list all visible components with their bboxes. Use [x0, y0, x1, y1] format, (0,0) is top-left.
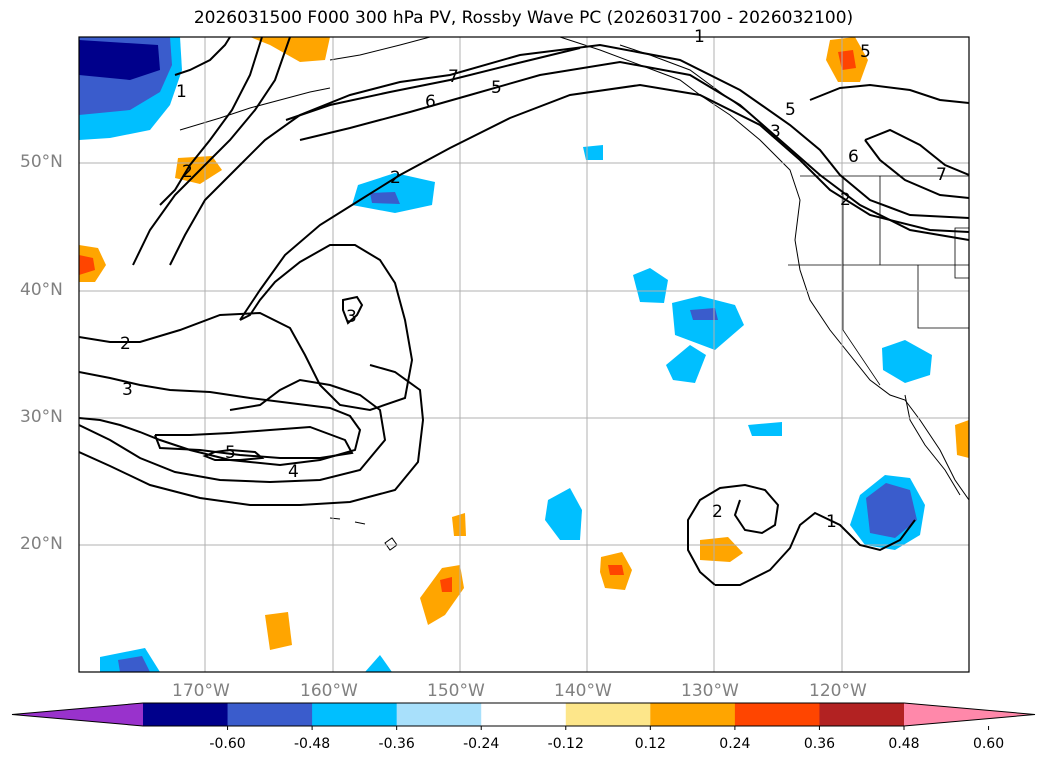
lat-label: 40°N: [20, 280, 63, 300]
map-area: [79, 37, 969, 672]
contour-label: 2: [390, 168, 401, 188]
contour-label: 1: [176, 82, 187, 102]
colorbar-segment: [312, 703, 398, 726]
colorbar-segment: [481, 703, 567, 726]
lat-label: 50°N: [20, 152, 63, 172]
pv-anomaly-fills: [79, 37, 969, 672]
contour-label: 3: [122, 380, 133, 400]
colorbar-segment: [143, 703, 229, 726]
lon-label: 150°W: [427, 681, 485, 701]
contour-label: 5: [491, 78, 502, 98]
colorbar-segment: [227, 703, 313, 726]
contour-label: 5: [785, 100, 796, 120]
contour-label: 6: [425, 92, 436, 112]
contour-label: 2: [182, 162, 193, 182]
colorbar-tick-label: -0.12: [547, 736, 584, 752]
contour-label: 4: [288, 462, 299, 482]
colorbar-tick-label: 0.60: [972, 736, 1005, 752]
colorbar-segment: [396, 703, 482, 726]
lon-label: 160°W: [300, 681, 358, 701]
contour-label: 2: [840, 190, 851, 210]
colorbar-extend-low: [12, 703, 143, 726]
lon-label: 170°W: [172, 681, 230, 701]
colorbar-tick-label: 0.12: [634, 736, 666, 752]
political-boundaries: [788, 175, 969, 386]
colorbar-segment: [819, 703, 905, 726]
contour-label: 5: [225, 443, 236, 463]
colorbar-extend-high: [904, 703, 1035, 726]
contour-label-group: 1 2 5 6 7 5 5 3 6 2 2 3 2 3 5 4 2 1 1 7: [120, 27, 947, 532]
lon-label: 120°W: [809, 681, 867, 701]
colorbar-segment: [565, 703, 651, 726]
gridlines: [79, 37, 969, 672]
colorbar-tick-label: 0.24: [719, 736, 751, 752]
colorbar-tick-label: -0.36: [378, 736, 415, 752]
figure-title: 2026031500 F000 300 hPa PV, Rossby Wave …: [193, 8, 854, 28]
contour-label: 5: [860, 42, 871, 62]
contour-label: 7: [936, 165, 947, 185]
colorbar-tick-label: -0.60: [209, 736, 246, 752]
contour-label: 7: [448, 67, 459, 87]
colorbar-tick-label: -0.24: [463, 736, 500, 752]
colorbar-tick-label: 0.48: [888, 736, 920, 752]
lat-label: 20°N: [20, 534, 63, 554]
contour-label: 3: [346, 307, 357, 327]
contour-label: 6: [848, 147, 859, 167]
contour-label: 3: [770, 122, 781, 142]
contour-label: 1: [826, 512, 837, 532]
pv-contours: [79, 37, 969, 586]
colorbar-segment: [734, 703, 820, 726]
lon-label: 140°W: [554, 681, 612, 701]
map-frame: [78, 36, 970, 673]
colorbar-tick-label: 0.36: [803, 736, 836, 752]
colorbar-outline: [11, 702, 1036, 727]
colorbar-tick-label: -0.48: [293, 736, 331, 752]
lon-label: 130°W: [681, 681, 739, 701]
colorbar-segment: [650, 703, 736, 726]
contour-label: 2: [120, 334, 131, 354]
contour-label: 2: [712, 502, 723, 522]
contour-label: 1: [694, 27, 705, 47]
lat-label: 30°N: [20, 407, 63, 427]
colorbar: [11, 702, 1036, 730]
